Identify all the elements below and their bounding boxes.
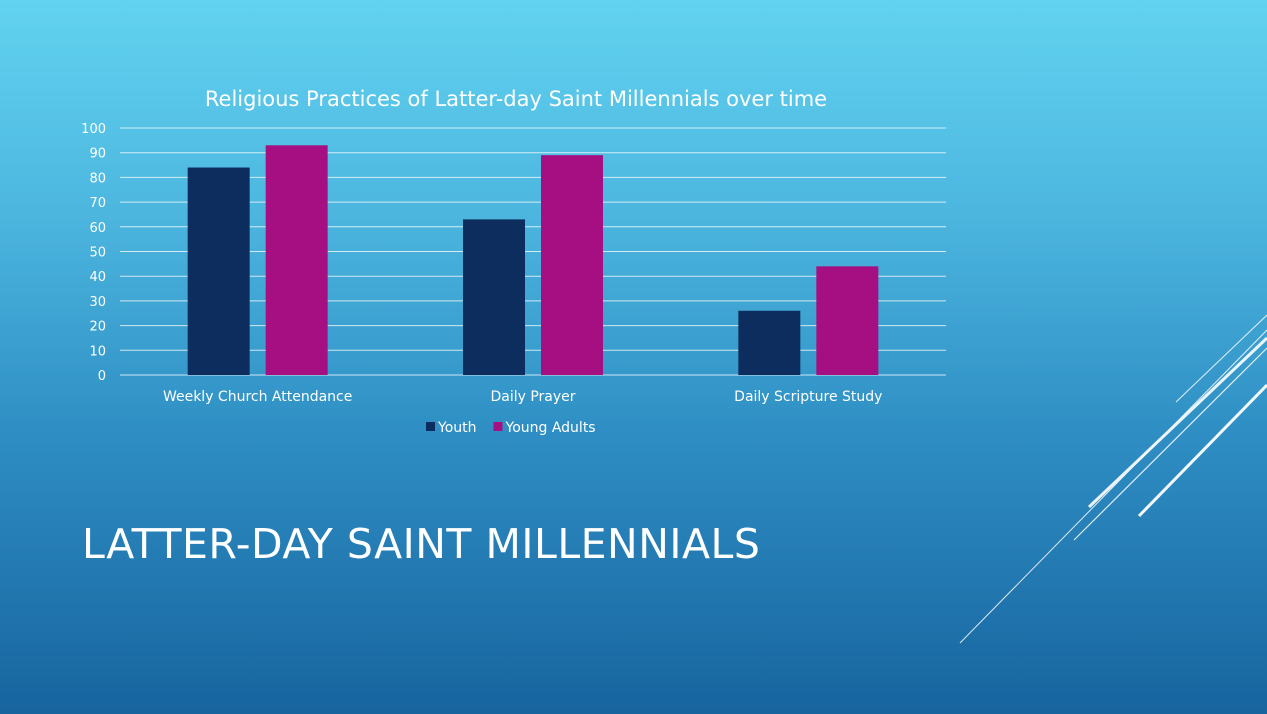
bar-youth (738, 310, 801, 375)
bar-youth (463, 219, 525, 375)
y-axis-ticks: 0 10 20 30 40 50 60 70 80 90 100 (81, 122, 106, 384)
y-tick-label: 20 (89, 320, 106, 335)
legend: Youth Young Adults (426, 420, 596, 436)
bar-young-adults (816, 266, 879, 375)
x-axis-ticks: Weekly Church Attendance Daily Prayer Dail… (163, 389, 883, 405)
bar-young-adults (265, 145, 328, 375)
y-tick-label: 40 (89, 270, 106, 285)
y-tick-label: 60 (89, 221, 106, 236)
bar-youth (187, 167, 250, 375)
legend-swatch (426, 422, 435, 431)
y-tick-label: 50 (89, 246, 106, 261)
y-tick-label: 100 (81, 122, 106, 137)
legend-label: Youth (437, 420, 477, 436)
bar-young-adults (541, 155, 603, 375)
y-tick-label: 70 (89, 196, 106, 211)
y-tick-label: 90 (89, 147, 106, 162)
y-tick-label: 80 (89, 171, 106, 186)
y-tick-label: 10 (89, 344, 106, 359)
slide-title: LATTER-DAY SAINT MILLENNIALS (82, 520, 761, 568)
x-tick-label: Daily Prayer (490, 389, 575, 405)
bars (187, 145, 879, 375)
legend-label: Young Adults (505, 420, 596, 436)
y-tick-label: 30 (89, 295, 106, 310)
x-tick-label: Daily Scripture Study (734, 389, 882, 405)
chart-title: Religious Practices of Latter-day Saint … (205, 87, 827, 111)
y-tick-label: 0 (98, 369, 106, 384)
legend-swatch (493, 422, 503, 431)
gridlines (120, 127, 946, 376)
x-tick-label: Weekly Church Attendance (163, 389, 352, 405)
